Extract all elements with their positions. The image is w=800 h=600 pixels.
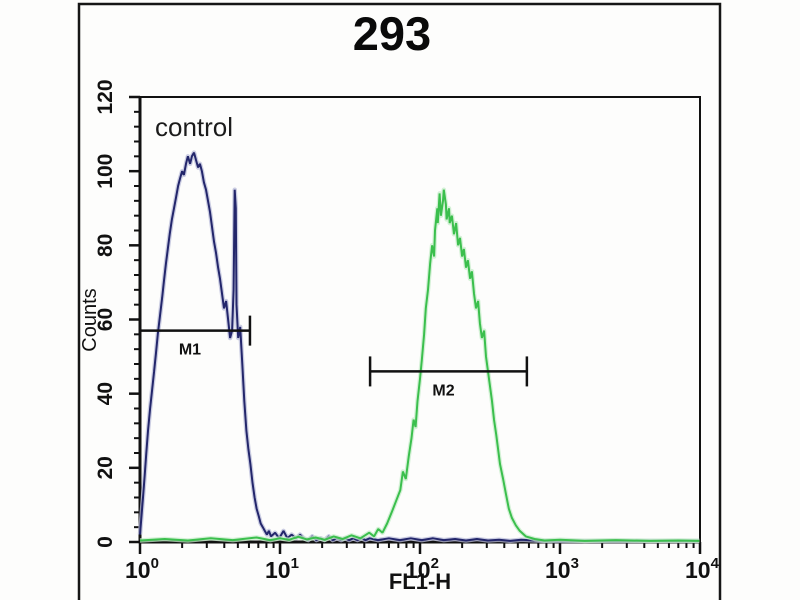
x-axis-label: FL1-H [389, 569, 451, 594]
gate-marker-m1: M1 [138, 315, 252, 359]
figure-frame-border [77, 2, 722, 600]
y-tick-label: 80 [94, 234, 117, 257]
figure-frame [77, 2, 722, 600]
y-tick-label: 20 [94, 456, 117, 479]
gate-marker-m2: M2 [368, 356, 529, 399]
x-tick-label: 100 [125, 555, 159, 583]
x-tick-label: 103 [545, 555, 579, 583]
y-tick-label: 0 [94, 536, 117, 548]
chart-title: 293 [353, 7, 431, 60]
y-tick-label: 40 [94, 382, 117, 405]
x-tick-label: 102 [405, 555, 439, 583]
plot-area: 0 20 40 60 80 100 120 100 101 102 103 104 M1 M2 [94, 79, 720, 583]
y-tick-label: 100 [94, 154, 117, 189]
axis-lines [138, 97, 700, 544]
x-tick-label: 101 [265, 555, 299, 583]
annotation-control: control [155, 112, 233, 142]
gate-marker-label: M2 [432, 382, 454, 399]
y-axis-label: Counts [79, 288, 101, 351]
y-tick-label: 120 [94, 79, 117, 114]
x-tick-label: 104 [685, 555, 720, 583]
stained-histogram-curve [139, 189, 700, 542]
stained-histogram-halo [139, 187, 700, 544]
control-histogram-curve [139, 152, 699, 542]
control-histogram-halo [137, 150, 699, 544]
y-tick-label: 60 [94, 308, 117, 331]
gate-marker-label: M1 [179, 342, 201, 359]
plot-border [139, 96, 701, 543]
